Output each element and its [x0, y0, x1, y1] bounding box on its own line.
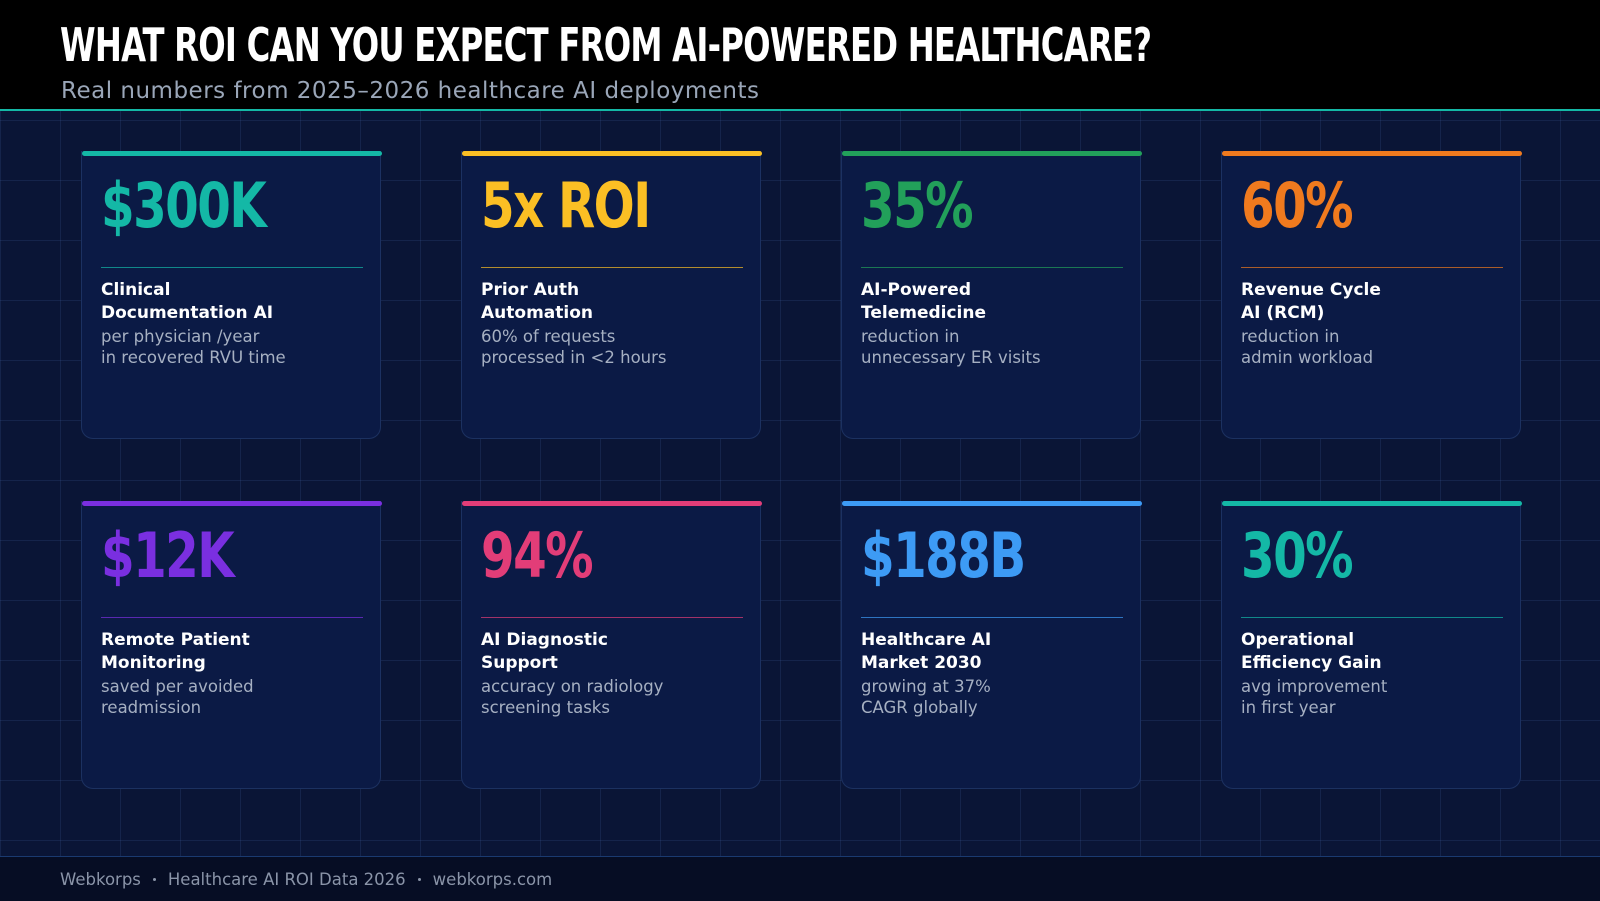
card-stat: 60%: [1241, 169, 1354, 242]
card-label: AI-Powered Telemedicine: [861, 279, 986, 325]
header: WHAT ROI CAN YOU EXPECT FROM AI-POWERED …: [0, 0, 1600, 111]
description-line: saved per avoided: [101, 677, 254, 696]
card-stat: $188B: [861, 519, 1026, 592]
card-label: Remote Patient Monitoring: [101, 629, 250, 675]
card-stat: 94%: [481, 519, 594, 592]
footer-item: Healthcare AI ROI Data 2026: [167, 870, 406, 889]
label-line: Operational: [1241, 630, 1355, 650]
label-line: Healthcare AI: [861, 630, 992, 650]
card-accent: [1222, 501, 1522, 506]
footer-item: webkorps.com: [432, 870, 553, 889]
label-line: Efficiency Gain: [1241, 653, 1382, 673]
card-description: accuracy on radiology screening tasks: [481, 676, 663, 718]
card-accent: [1222, 151, 1522, 156]
card-stat: $12K: [101, 519, 235, 592]
description-line: per physician /year: [101, 327, 260, 346]
description-line: screening tasks: [481, 698, 610, 717]
description-line: reduction in: [861, 327, 960, 346]
card-rule: [101, 617, 363, 618]
description-line: reduction in: [1241, 327, 1340, 346]
card-accent: [842, 151, 1142, 156]
card-description: reduction in admin workload: [1241, 326, 1373, 368]
label-line: Documentation AI: [101, 303, 274, 323]
card-stat: $300K: [101, 169, 267, 242]
description-line: in first year: [1241, 698, 1336, 717]
card: $188B Healthcare AI Market 2030 growing at …: [841, 501, 1142, 789]
card-stat: 35%: [861, 169, 974, 242]
card-rule: [481, 617, 743, 618]
card-stat: 30%: [1241, 519, 1354, 592]
card-accent: [462, 501, 762, 506]
label-line: Clinical: [101, 280, 171, 300]
card-stat: 5x ROI: [481, 169, 651, 242]
card-description: avg improvement in first year: [1241, 676, 1387, 718]
description-line: in recovered RVU time: [101, 348, 286, 367]
card: 35% AI-Powered Telemedicine reduction in unn…: [841, 151, 1142, 439]
card-description: growing at 37% CAGR globally: [861, 676, 991, 718]
card-rule: [861, 617, 1123, 618]
card-accent: [462, 151, 762, 156]
card-rule: [861, 267, 1123, 268]
label-line: Automation: [481, 303, 593, 323]
label-line: AI-Powered: [861, 280, 971, 300]
separator-dot: [417, 878, 421, 881]
description-line: 60% of requests: [481, 327, 616, 346]
label-line: Support: [481, 653, 558, 673]
label-line: Prior Auth: [481, 280, 580, 300]
label-line: AI (RCM): [1241, 303, 1325, 323]
card: 94% AI Diagnostic Support accuracy on radio…: [461, 501, 762, 789]
label-line: Telemedicine: [861, 303, 987, 323]
label-line: Remote Patient: [101, 630, 250, 650]
card-rule: [1241, 617, 1503, 618]
description-line: avg improvement: [1241, 677, 1388, 696]
title: WHAT ROI CAN YOU EXPECT FROM AI-POWERED …: [60, 18, 1152, 72]
subtitle: Real numbers from 2025–2026 healthcare A…: [61, 78, 760, 104]
card-rule: [1241, 267, 1503, 268]
card-label: Clinical Documentation AI: [101, 279, 273, 325]
card: 30% Operational Efficiency Gain avg improve…: [1221, 501, 1522, 789]
card: 5x ROI Prior Auth Automation 60% of request…: [461, 151, 762, 439]
description-line: accuracy on radiology: [481, 677, 664, 696]
card-rule: [481, 267, 743, 268]
card-label: Prior Auth Automation: [481, 279, 593, 325]
card-label: Revenue Cycle AI (RCM): [1241, 279, 1381, 325]
description-line: processed in <2 hours: [481, 348, 667, 367]
description-line: growing at 37%: [861, 677, 991, 696]
footer-item: Webkorps: [60, 870, 141, 889]
description-line: readmission: [101, 698, 202, 717]
label-line: Monitoring: [101, 653, 206, 673]
label-line: Market 2030: [861, 653, 982, 673]
card-accent: [842, 501, 1142, 506]
separator-dot: [152, 878, 156, 881]
description-line: unnecessary ER visits: [861, 348, 1041, 367]
card-label: AI Diagnostic Support: [481, 629, 608, 675]
card-label: Healthcare AI Market 2030: [861, 629, 991, 675]
footer: Webkorps Healthcare AI ROI Data 2026 webko…: [0, 856, 1600, 901]
card-description: reduction in unnecessary ER visits: [861, 326, 1041, 368]
card-description: 60% of requests processed in <2 hours: [481, 326, 667, 368]
card-label: Operational Efficiency Gain: [1241, 629, 1382, 675]
card-accent: [82, 151, 382, 156]
footer-row: Webkorps Healthcare AI ROI Data 2026 webko…: [60, 857, 552, 889]
label-line: Revenue Cycle: [1241, 280, 1381, 300]
description-line: admin workload: [1241, 348, 1374, 367]
card: $12K Remote Patient Monitoring saved per av…: [81, 501, 382, 789]
description-line: CAGR globally: [861, 698, 978, 717]
label-line: AI Diagnostic: [481, 630, 608, 650]
card-description: saved per avoided readmission: [101, 676, 254, 718]
card-rule: [101, 267, 363, 268]
card: $300K Clinical Documentation AI per physici…: [81, 151, 382, 439]
card: 60% Revenue Cycle AI (RCM) reduction in admi…: [1221, 151, 1522, 439]
card-description: per physician /year in recovered RVU time: [101, 326, 286, 368]
card-accent: [82, 501, 382, 506]
